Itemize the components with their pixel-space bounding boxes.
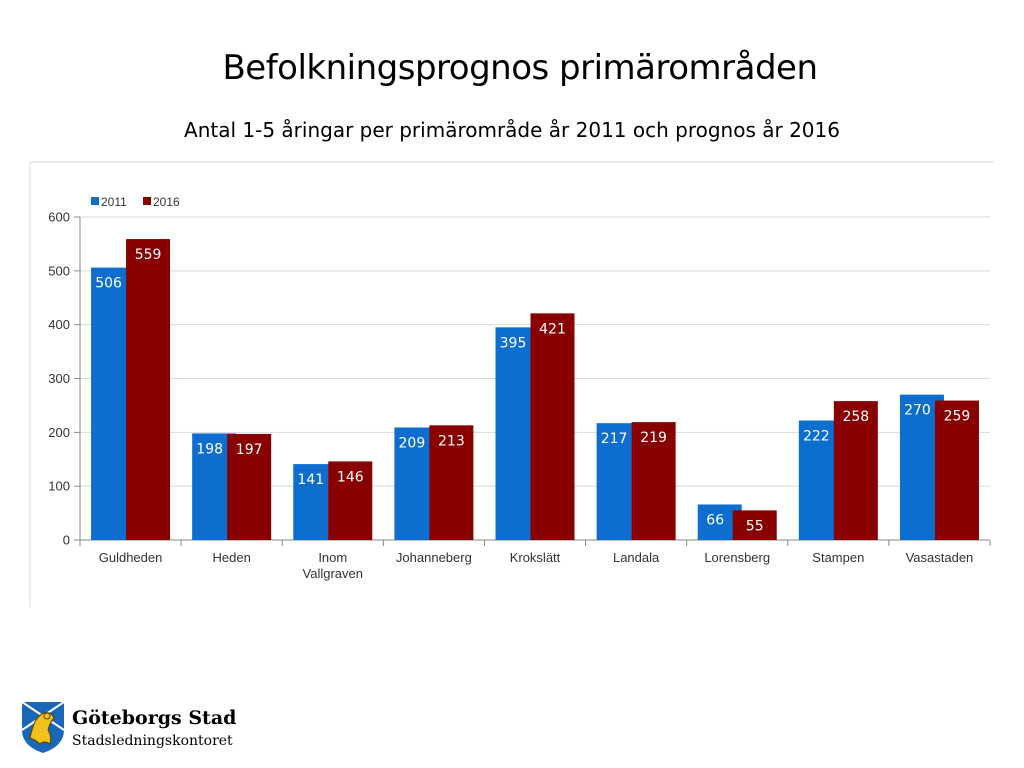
data-label: 421 — [539, 321, 566, 337]
data-label: 198 — [196, 441, 223, 457]
y-tick-label: 500 — [48, 263, 70, 278]
x-tick-label: Stampen — [812, 550, 864, 565]
data-label: 222 — [803, 428, 830, 444]
logo-name: Göteborgs Stad — [72, 707, 237, 729]
x-tick-label: Guldheden — [99, 550, 163, 565]
x-tick-label: Heden — [213, 550, 251, 565]
bar-2016-0 — [126, 239, 171, 541]
bar-chart: 0 100 200 300 400 500 600 506 559 198 197 141 146 20… — [29, 161, 994, 607]
y-tick-label: 400 — [48, 317, 70, 332]
y-axis: 0 100 200 300 400 500 600 — [48, 210, 81, 548]
data-label: 259 — [944, 409, 971, 425]
bar-2016-4 — [530, 313, 575, 540]
bar-2016-7 — [833, 401, 878, 540]
slide-subtitle: Antal 1-5 åringar per primärområde år 20… — [184, 118, 840, 142]
legend: 2011 2016 — [91, 195, 180, 209]
bar-2016-1 — [227, 433, 272, 540]
y-tick-label: 100 — [48, 479, 70, 494]
data-label: 395 — [500, 335, 527, 351]
goteborg-lion-crest-icon — [21, 701, 65, 753]
bar-2016-3 — [429, 425, 474, 540]
bar-2016-5 — [631, 422, 676, 540]
data-label: 55 — [746, 518, 764, 534]
y-tick-label: 200 — [48, 425, 70, 440]
legend-swatch — [143, 197, 151, 205]
y-tick-label: 300 — [48, 371, 70, 386]
data-label: 217 — [601, 431, 628, 447]
data-label: 258 — [842, 409, 869, 425]
chart-frame — [29, 161, 994, 607]
x-tick-label: Krokslätt — [510, 550, 561, 565]
data-label: 219 — [640, 430, 667, 446]
slide-title: Befolkningsprognos primärområden — [222, 48, 818, 88]
logo-department: Stadsledningskontoret — [72, 733, 233, 749]
x-tick-label: Vasastaden — [906, 550, 974, 565]
legend-swatch — [91, 197, 99, 205]
y-tick-label: 0 — [63, 533, 70, 548]
data-label: 209 — [399, 435, 426, 451]
data-label: 270 — [904, 403, 931, 419]
x-tick-label: Lorensberg — [704, 550, 770, 565]
x-axis: Guldheden Heden Inom Vallgraven Johanneberg K… — [79, 540, 991, 581]
data-label: 141 — [297, 472, 324, 488]
bars: 506 559 198 197 141 146 209 213 395 421 217 219 66 55… — [91, 239, 979, 541]
x-tick-label: Inom Vallgraven — [303, 550, 363, 581]
bar-2016-6 — [732, 510, 777, 540]
legend-label: 2011 — [101, 195, 127, 209]
data-label: 66 — [706, 512, 724, 528]
data-label: 146 — [337, 469, 364, 485]
data-label: 506 — [95, 276, 122, 292]
y-tick-label: 600 — [48, 210, 70, 225]
x-tick-label: Johanneberg — [396, 550, 472, 565]
bar-2016-2 — [328, 461, 373, 540]
data-label: 559 — [135, 247, 162, 263]
data-label: 197 — [236, 442, 263, 458]
x-tick-label: Landala — [613, 550, 660, 565]
data-label: 213 — [438, 433, 465, 449]
legend-label: 2016 — [153, 195, 180, 209]
bar-2016-8 — [934, 400, 979, 540]
